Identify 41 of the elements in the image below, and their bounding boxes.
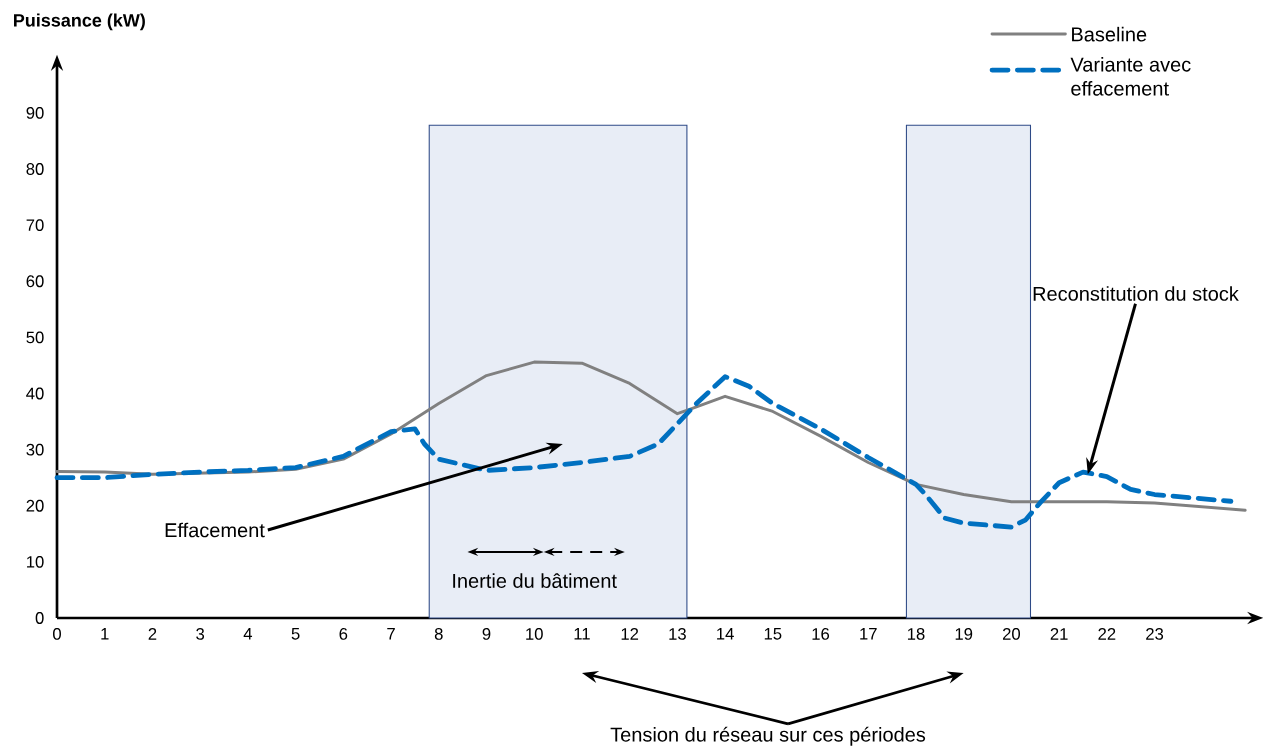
- annotation: Effacement: [165, 522, 265, 538]
- x-tick-label: 5: [291, 628, 300, 640]
- y-tick-label: 90: [26, 107, 44, 119]
- x-tick-label: 7: [387, 628, 395, 640]
- x-tick-label: 1: [101, 628, 109, 640]
- x-tick-label: 16: [812, 628, 830, 640]
- x-tick-label: 3: [196, 628, 205, 640]
- x-tick-label: 13: [669, 628, 686, 640]
- x-tick-label: 18: [907, 628, 925, 640]
- y-tick-label: 40: [26, 387, 44, 400]
- x-tick-label: 20: [1002, 628, 1021, 640]
- y-tick-label: 10: [27, 555, 44, 568]
- x-tick-label: 19: [955, 628, 973, 640]
- x-tick-label: 11: [574, 628, 590, 640]
- y-tick-label: 80: [26, 163, 44, 175]
- x-tick-label: 23: [1146, 628, 1164, 640]
- text: Tension du réseau sur ces périodes: [610, 726, 926, 746]
- y-axis-title: Puissance (kW): [14, 13, 145, 31]
- x-tick-label: 12: [621, 628, 639, 640]
- x-tick-label: 10: [526, 628, 543, 640]
- x-tick-label: 6: [339, 628, 348, 640]
- x-tick-label: 21: [1050, 628, 1068, 640]
- y-tick-label: 50: [26, 331, 44, 344]
- x-tick-label: 2: [148, 628, 157, 640]
- annotation: Reconstitution du stock: [1033, 286, 1239, 301]
- x-tick-label: 14: [717, 628, 734, 640]
- y-tick-label: 20: [26, 499, 44, 512]
- x-tick-label: 17: [860, 628, 877, 640]
- x-tick-label: 4: [243, 628, 253, 640]
- y-tick-label: 70: [26, 219, 44, 232]
- x-tick-label: 15: [764, 628, 782, 640]
- x-tick-label: 0: [53, 628, 61, 640]
- x-tick-label: 9: [482, 628, 491, 640]
- y-tick-label: 60: [26, 275, 44, 288]
- y-tick-label: 30: [26, 443, 44, 456]
- x-tick-label: 8: [434, 628, 443, 640]
- legend-label: Baseline: [1072, 26, 1147, 42]
- x-tick-label: 22: [1098, 628, 1116, 640]
- annotation: Inertie du bâtiment: [453, 573, 617, 588]
- legend-label: Variante avec effacement: [1070, 56, 1191, 96]
- y-tick-label: 0: [35, 612, 44, 624]
